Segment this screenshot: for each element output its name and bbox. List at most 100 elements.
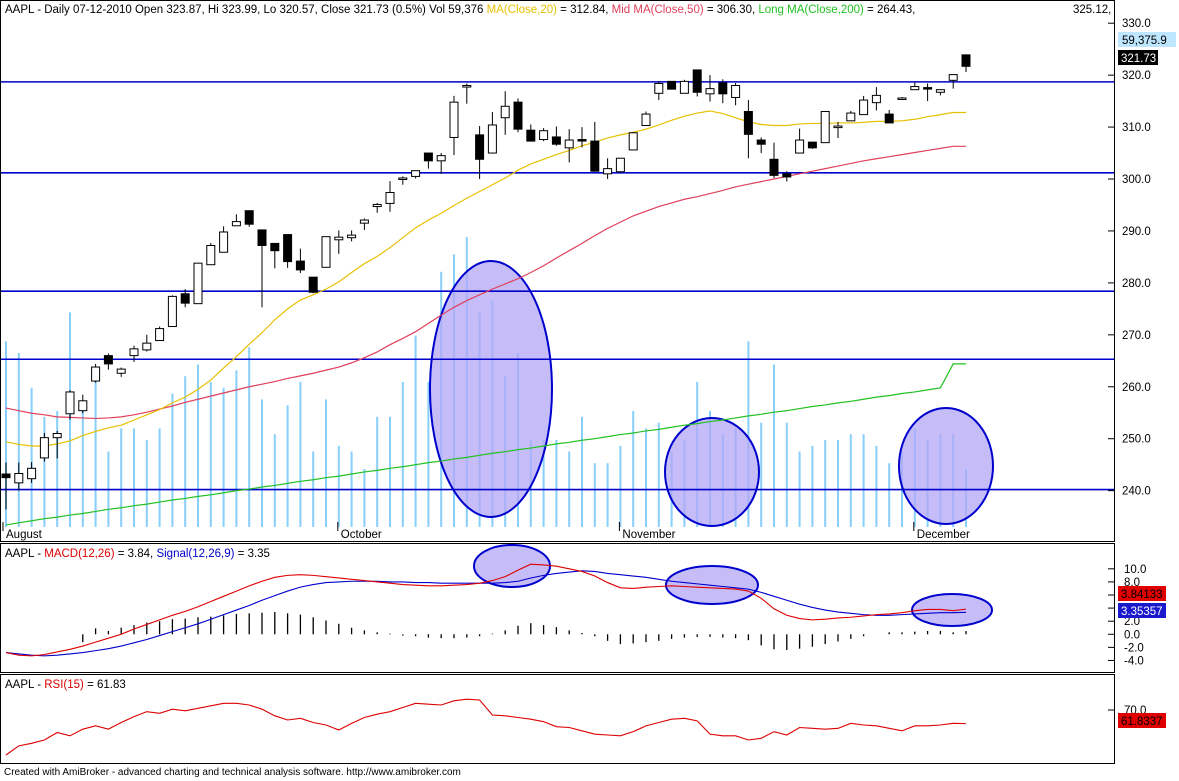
volume-bar — [94, 376, 97, 527]
ma20-value: = 312.84, — [560, 4, 608, 16]
macd-line — [5, 563, 967, 657]
volume-bar — [645, 428, 647, 527]
support-resistance-lines — [1, 81, 1114, 491]
rsi-panel-frame — [0, 674, 1115, 764]
highlight-ellipse — [664, 417, 760, 527]
volume-bar — [17, 353, 20, 527]
candle-body — [193, 262, 203, 305]
macd-histogram — [82, 612, 967, 650]
volume-bar — [389, 416, 391, 527]
candle-body — [14, 473, 24, 484]
macd-header-label: MACD(12,26) — [44, 548, 114, 560]
candle-body — [615, 157, 625, 173]
macd-badge: 3.84133 — [1121, 589, 1163, 601]
candle-body — [321, 236, 331, 268]
volume-bar — [363, 469, 366, 527]
volume-bar — [158, 428, 161, 527]
volume-bar — [657, 422, 660, 527]
date-tick-label: October — [341, 529, 382, 541]
volume-bar — [184, 376, 187, 527]
rsi-header-symbol: AAPL — [5, 679, 35, 691]
volume-bar — [273, 434, 276, 527]
signal-badge-bg — [1118, 603, 1166, 618]
candle-body — [423, 152, 433, 162]
volume-bar — [56, 411, 59, 527]
volume-bar — [5, 341, 7, 527]
volume-bar — [619, 445, 622, 527]
candle-body — [270, 242, 280, 252]
volume-bar — [606, 463, 609, 527]
signal-badge: 3.35357 — [1121, 606, 1163, 618]
candle-body — [513, 101, 523, 130]
candle-body — [859, 99, 869, 116]
volume-bar — [747, 341, 750, 527]
price-header: AAPL - Daily 07-12-2010 Open 323.87, Hi … — [5, 4, 915, 16]
candle-body — [65, 391, 75, 415]
volume-bar — [414, 335, 417, 527]
volume-bar — [785, 422, 788, 527]
candle-body — [231, 221, 241, 227]
date-tick-label: December — [917, 529, 970, 541]
volume-bar — [824, 440, 827, 527]
volume-bar — [286, 405, 289, 527]
candle-body — [372, 203, 382, 208]
rsi-header-label: RSI(15) — [44, 679, 84, 691]
candle-body — [961, 54, 971, 67]
candle-body — [359, 219, 369, 224]
candle-body — [219, 231, 229, 253]
candle-body — [91, 366, 101, 382]
macd-lines — [5, 563, 967, 657]
macd-highlight-ellipse — [911, 593, 993, 627]
macd-tick-label: 8.0 — [1124, 577, 1140, 589]
signal-header-label: Signal(12,26,9) — [156, 548, 234, 560]
candle-body — [244, 210, 254, 225]
highlight-ellipse — [429, 260, 553, 518]
ma200-value: = 264.43, — [867, 4, 915, 16]
volume-bar — [209, 382, 212, 527]
volume-bar — [581, 416, 583, 527]
macd-highlight-ellipse — [473, 544, 551, 588]
candle-body — [769, 158, 779, 176]
candle-body — [833, 125, 843, 129]
candle-body — [500, 105, 510, 119]
candle-body — [78, 400, 88, 412]
candle-body — [475, 134, 485, 160]
volume-bar — [235, 370, 238, 527]
candle-body — [487, 124, 497, 154]
volume-bar — [248, 347, 251, 527]
candle-body — [654, 82, 664, 94]
ma20-line — [5, 110, 966, 447]
candle-body — [411, 170, 421, 177]
volume-bar — [337, 445, 340, 527]
ma50-line — [5, 145, 966, 420]
candle-body — [590, 140, 600, 172]
price-tick-label: 310.0 — [1122, 122, 1151, 134]
rsi-line — [5, 698, 967, 756]
macd-badge-bg — [1118, 586, 1166, 601]
candle-body — [308, 276, 318, 293]
candle-body — [795, 139, 805, 154]
candle-body — [257, 229, 267, 246]
ma200-line — [5, 363, 966, 526]
candle-body — [129, 348, 139, 357]
price-tick-label: 260.0 — [1122, 382, 1151, 394]
candle-body — [679, 80, 689, 94]
volume-bar — [145, 440, 148, 527]
price-candles — [1, 54, 971, 510]
candle-body — [884, 113, 894, 124]
price-tick-label: 270.0 — [1122, 330, 1151, 342]
price-axis: 240.0 250.0 260.0 270.0 280.0 290.0 300.0 310.0… — [1108, 18, 1151, 498]
close-badge: 321.73 — [1121, 53, 1156, 65]
candle-body — [692, 69, 702, 93]
volume-bar — [133, 428, 135, 527]
volume-bar — [593, 463, 596, 527]
ma50-label: Mid MA(Close,50) — [612, 4, 704, 16]
price-tick-label: 240.0 — [1122, 486, 1151, 498]
candle-body — [718, 82, 728, 95]
rsi-header-value: = 61.83 — [87, 679, 126, 691]
volume-badge-bg — [1118, 32, 1176, 47]
candle-body — [398, 177, 408, 180]
volume-bar — [888, 463, 891, 527]
candle-body — [526, 129, 536, 142]
footer-credits: Created with AmiBroker - advanced charti… — [4, 767, 461, 778]
